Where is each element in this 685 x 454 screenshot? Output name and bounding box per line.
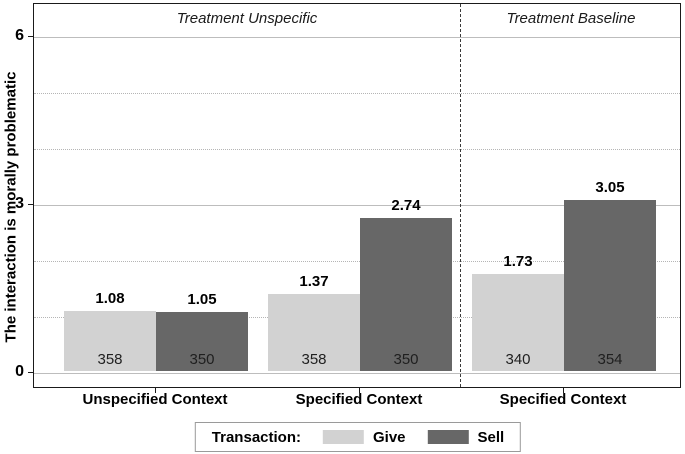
bar-n-label: 340 — [505, 351, 531, 368]
bar-value-label: 1.05 — [187, 291, 217, 309]
x-axis-tick — [155, 388, 156, 393]
legend-title: Transaction: — [211, 428, 301, 446]
bar-value-label: 2.74 — [391, 196, 421, 214]
bar-n-label: 350 — [189, 351, 215, 368]
bar-sell — [564, 200, 656, 371]
x-axis-tick — [359, 388, 360, 393]
y-tick-label: 3 — [15, 195, 24, 212]
bar-give — [268, 294, 360, 371]
gridline-solid — [34, 37, 680, 38]
category-label: Unspecified Context — [82, 391, 228, 408]
legend-label-give: Give — [372, 428, 406, 446]
legend-label-sell: Sell — [477, 428, 505, 446]
gridline-solid — [34, 205, 680, 206]
legend-swatch-give — [322, 430, 364, 444]
bar-n-label: 354 — [597, 351, 623, 368]
gridline-dotted — [34, 261, 680, 262]
legend-item-give: Give — [322, 428, 406, 446]
category-label: Specified Context — [295, 391, 423, 408]
y-tick-label: 6 — [15, 27, 24, 44]
bar-value-label: 1.73 — [503, 253, 533, 271]
bar-sell — [360, 217, 452, 371]
bar-value-label: 3.05 — [595, 179, 625, 197]
panel-divider — [460, 4, 461, 387]
bar-value-label: 1.08 — [95, 289, 125, 307]
legend-box: Transaction: Give Sell — [194, 422, 522, 452]
bar-value-label: 1.37 — [299, 273, 329, 291]
y-axis-tick — [28, 372, 33, 373]
y-axis-tick — [28, 204, 33, 205]
bar-n-label: 358 — [301, 351, 327, 368]
gridline-solid — [34, 373, 680, 374]
y-axis-tick — [28, 36, 33, 37]
bar-n-label: 350 — [393, 351, 419, 368]
category-label: Specified Context — [499, 391, 627, 408]
bar-give — [64, 310, 156, 371]
bar-give — [472, 274, 564, 371]
plot-area: Treatment Unspecific Treatment Baseline 1.… — [33, 3, 681, 388]
x-axis-tick — [563, 388, 564, 393]
panel-label: Treatment Baseline — [506, 10, 636, 27]
bar-n-label: 358 — [97, 351, 123, 368]
gridline-dotted — [34, 93, 680, 94]
panel-label: Treatment Unspecific — [176, 10, 318, 27]
bar-sell — [156, 312, 248, 371]
gridline-dotted — [34, 149, 680, 150]
y-tick-label: 0 — [15, 363, 24, 380]
legend-swatch-sell — [427, 430, 469, 444]
legend-item-sell: Sell — [427, 428, 505, 446]
